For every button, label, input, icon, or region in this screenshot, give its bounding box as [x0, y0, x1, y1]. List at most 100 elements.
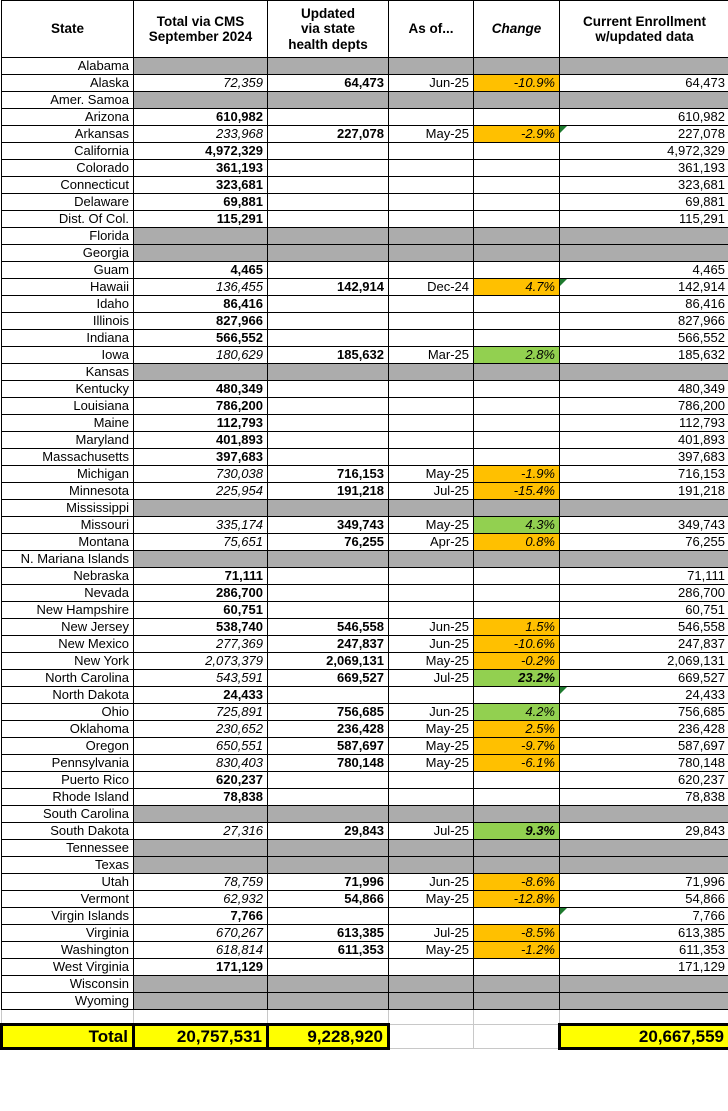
state-cell[interactable]: New York — [1, 652, 134, 670]
state-cell[interactable]: Puerto Rico — [1, 771, 134, 789]
cms-total-cell[interactable]: 725,891 — [133, 703, 268, 721]
cms-total-cell[interactable]: 112,793 — [133, 414, 268, 432]
state-cell[interactable]: Ohio — [1, 703, 134, 721]
state-cell[interactable]: Maryland — [1, 431, 134, 449]
change-cell[interactable]: -8.6% — [473, 873, 560, 891]
cms-total-cell[interactable] — [133, 363, 268, 381]
header-cms-total[interactable]: Total via CMS September 2024 — [133, 0, 268, 58]
current-enrollment-cell[interactable] — [559, 550, 728, 568]
current-enrollment-cell[interactable] — [559, 975, 728, 993]
updated-value-cell[interactable]: 71,996 — [267, 873, 389, 891]
change-cell[interactable] — [473, 176, 560, 194]
updated-value-cell[interactable] — [267, 856, 389, 874]
current-enrollment-cell[interactable]: 401,893 — [559, 431, 728, 449]
cms-total-cell[interactable] — [133, 550, 268, 568]
state-cell[interactable]: Oregon — [1, 737, 134, 755]
state-cell[interactable]: Florida — [1, 227, 134, 245]
cms-total-cell[interactable]: 277,369 — [133, 635, 268, 653]
change-cell[interactable]: -0.2% — [473, 652, 560, 670]
change-cell[interactable]: 2.5% — [473, 720, 560, 738]
as-of-cell[interactable]: Jul-25 — [388, 482, 474, 500]
current-enrollment-cell[interactable]: 716,153 — [559, 465, 728, 483]
cms-total-cell[interactable]: 361,193 — [133, 159, 268, 177]
change-cell[interactable]: -8.5% — [473, 924, 560, 942]
state-cell[interactable]: North Carolina — [1, 669, 134, 687]
current-enrollment-cell[interactable] — [559, 57, 728, 75]
cms-total-cell[interactable]: 610,982 — [133, 108, 268, 126]
cms-total-cell[interactable]: 827,966 — [133, 312, 268, 330]
current-enrollment-cell[interactable]: 397,683 — [559, 448, 728, 466]
current-enrollment-cell[interactable]: 78,838 — [559, 788, 728, 806]
change-cell[interactable] — [473, 601, 560, 619]
change-cell[interactable]: 9.3% — [473, 822, 560, 840]
cms-total-cell[interactable]: 650,551 — [133, 737, 268, 755]
cms-total-cell[interactable]: 136,455 — [133, 278, 268, 296]
cms-total-cell[interactable]: 538,740 — [133, 618, 268, 636]
change-cell[interactable] — [473, 839, 560, 857]
change-cell[interactable] — [473, 142, 560, 160]
change-cell[interactable] — [473, 975, 560, 993]
updated-value-cell[interactable] — [267, 227, 389, 245]
cms-total-cell[interactable]: 86,416 — [133, 295, 268, 313]
state-cell[interactable]: Missouri — [1, 516, 134, 534]
current-enrollment-cell[interactable]: 54,866 — [559, 890, 728, 908]
cms-total-cell[interactable]: 233,968 — [133, 125, 268, 143]
as-of-cell[interactable] — [388, 329, 474, 347]
updated-value-cell[interactable]: 716,153 — [267, 465, 389, 483]
change-cell[interactable]: 1.5% — [473, 618, 560, 636]
change-cell[interactable] — [473, 397, 560, 415]
as-of-cell[interactable]: May-25 — [388, 754, 474, 772]
current-enrollment-cell[interactable] — [559, 91, 728, 109]
cms-total-cell[interactable]: 620,237 — [133, 771, 268, 789]
as-of-cell[interactable] — [388, 176, 474, 194]
as-of-cell[interactable]: Mar-25 — [388, 346, 474, 364]
cms-total-cell[interactable]: 27,316 — [133, 822, 268, 840]
updated-value-cell[interactable]: 587,697 — [267, 737, 389, 755]
as-of-cell[interactable] — [388, 550, 474, 568]
as-of-cell[interactable]: Jul-25 — [388, 669, 474, 687]
updated-value-cell[interactable] — [267, 176, 389, 194]
as-of-cell[interactable]: May-25 — [388, 465, 474, 483]
change-cell[interactable]: 4.3% — [473, 516, 560, 534]
updated-value-cell[interactable] — [267, 380, 389, 398]
state-cell[interactable]: Tennessee — [1, 839, 134, 857]
updated-value-cell[interactable] — [267, 244, 389, 262]
as-of-cell[interactable] — [388, 499, 474, 517]
change-cell[interactable]: -1.2% — [473, 941, 560, 959]
updated-value-cell[interactable]: 349,743 — [267, 516, 389, 534]
state-cell[interactable]: West Virginia — [1, 958, 134, 976]
current-enrollment-cell[interactable]: 24,433 — [559, 686, 728, 704]
state-cell[interactable]: Massachusetts — [1, 448, 134, 466]
current-enrollment-cell[interactable]: 286,700 — [559, 584, 728, 602]
change-cell[interactable]: 0.8% — [473, 533, 560, 551]
current-enrollment-cell[interactable]: 7,766 — [559, 907, 728, 925]
state-cell[interactable]: Colorado — [1, 159, 134, 177]
cms-total-cell[interactable]: 397,683 — [133, 448, 268, 466]
change-cell[interactable] — [473, 380, 560, 398]
header-updated[interactable]: Updated via state health depts — [267, 0, 389, 58]
change-cell[interactable] — [473, 57, 560, 75]
updated-value-cell[interactable] — [267, 975, 389, 993]
state-cell[interactable]: Mississippi — [1, 499, 134, 517]
as-of-cell[interactable] — [388, 244, 474, 262]
cms-total-cell[interactable] — [133, 227, 268, 245]
change-cell[interactable]: -9.7% — [473, 737, 560, 755]
state-cell[interactable]: Arkansas — [1, 125, 134, 143]
as-of-cell[interactable]: Jun-25 — [388, 74, 474, 92]
as-of-cell[interactable] — [388, 771, 474, 789]
cms-total-cell[interactable] — [133, 856, 268, 874]
change-cell[interactable] — [473, 686, 560, 704]
as-of-cell[interactable] — [388, 992, 474, 1010]
cms-total-cell[interactable]: 335,174 — [133, 516, 268, 534]
current-enrollment-cell[interactable]: 780,148 — [559, 754, 728, 772]
updated-value-cell[interactable]: 780,148 — [267, 754, 389, 772]
cms-total-cell[interactable]: 71,111 — [133, 567, 268, 585]
current-enrollment-cell[interactable] — [559, 805, 728, 823]
as-of-cell[interactable]: May-25 — [388, 516, 474, 534]
current-enrollment-cell[interactable]: 236,428 — [559, 720, 728, 738]
current-enrollment-cell[interactable]: 71,996 — [559, 873, 728, 891]
current-enrollment-cell[interactable]: 613,385 — [559, 924, 728, 942]
change-cell[interactable] — [473, 448, 560, 466]
state-cell[interactable]: Illinois — [1, 312, 134, 330]
updated-value-cell[interactable]: 64,473 — [267, 74, 389, 92]
